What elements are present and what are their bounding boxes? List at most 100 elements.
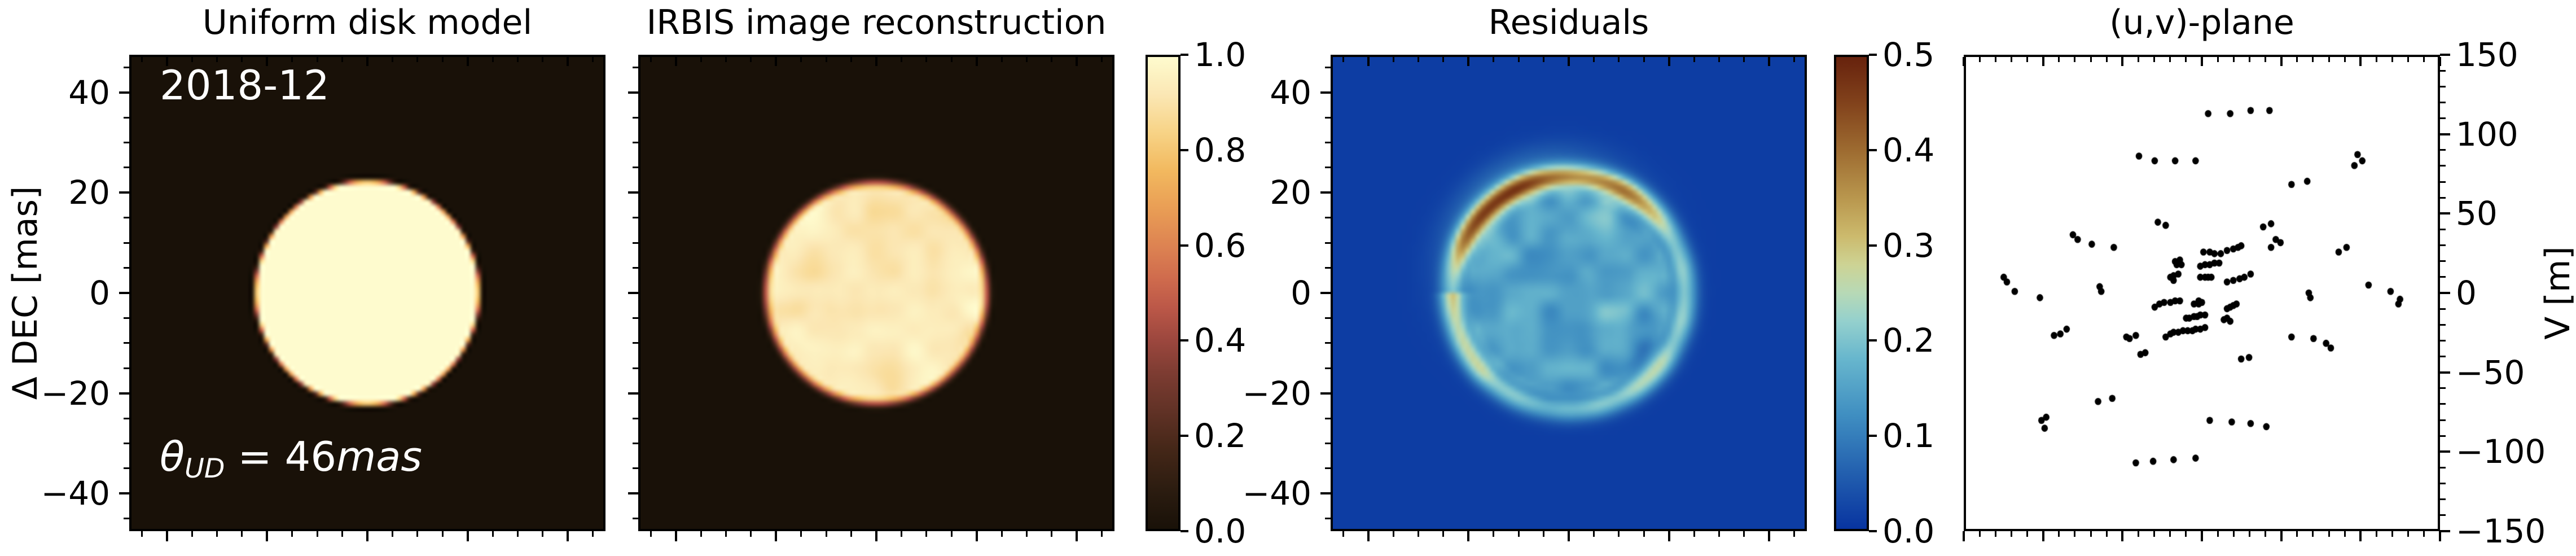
axis-tick	[1643, 57, 1645, 62]
theta-subscript: UD	[185, 453, 225, 484]
axis-tick	[2440, 450, 2450, 453]
axis-tick	[291, 57, 293, 62]
axis-tick	[775, 57, 778, 66]
axis-tick	[2440, 54, 2450, 56]
axis-tick	[2026, 531, 2029, 537]
axis-tick	[2391, 531, 2394, 537]
dec-axis-tick-label: 40	[68, 73, 110, 112]
irbis-reconstruction-heatmap-canvas	[640, 57, 1112, 529]
axis-tick	[1051, 57, 1053, 62]
axis-tick	[2042, 57, 2044, 66]
axis-tick	[2232, 57, 2235, 62]
axis-tick	[124, 467, 129, 470]
colorbar-tick	[1869, 54, 1877, 56]
axis-tick	[517, 531, 519, 537]
theta-ud-annotation: θUD = 46mas	[160, 434, 422, 492]
axis-tick	[1442, 531, 1445, 537]
axis-tick	[542, 57, 544, 62]
axis-tick	[633, 267, 638, 269]
axis-tick	[1320, 392, 1331, 395]
axis-tick	[2407, 531, 2410, 537]
axis-tick	[466, 57, 469, 66]
v-axis-tick-label: 100	[2456, 115, 2518, 154]
axis-tick	[2440, 117, 2446, 120]
colorbar-tick	[1869, 435, 1877, 437]
axis-tick	[567, 57, 569, 66]
panel-title-uniform-disk: Uniform disk model	[202, 3, 533, 42]
axis-tick	[2440, 483, 2446, 485]
colorbar-tick	[1181, 148, 1188, 151]
axis-tick	[1618, 531, 1620, 537]
axis-tick	[1493, 57, 1495, 62]
axis-tick	[2440, 403, 2446, 405]
axis-tick	[628, 292, 638, 294]
axis-tick	[1325, 217, 1331, 219]
uniform-disk-heatmap-canvas	[131, 57, 603, 529]
axis-tick	[2121, 57, 2124, 66]
axis-tick	[900, 531, 902, 537]
axis-tick	[2440, 69, 2446, 72]
axis-tick	[1718, 531, 1721, 537]
axis-tick	[2105, 57, 2108, 62]
axis-tick	[2296, 57, 2298, 62]
v-axis-tick-label: 50	[2456, 194, 2498, 233]
axis-tick	[124, 267, 129, 269]
axis-tick	[1493, 531, 1495, 537]
axis-tick	[674, 531, 677, 541]
axis-tick	[1793, 57, 1796, 62]
axis-tick	[750, 57, 752, 62]
axis-tick	[633, 317, 638, 319]
axis-tick	[2217, 57, 2219, 62]
theta-unit: mas	[336, 433, 422, 480]
axis-tick	[567, 531, 569, 541]
axis-tick	[1568, 57, 1570, 66]
axis-tick	[1051, 531, 1053, 537]
axis-tick	[850, 57, 853, 62]
axis-tick	[1367, 531, 1370, 541]
colorbar-tick	[1181, 530, 1188, 532]
axis-tick	[1963, 531, 1965, 541]
axis-tick	[119, 191, 129, 194]
axis-tick	[2248, 531, 2250, 537]
axis-tick	[416, 57, 419, 62]
axis-tick	[2423, 57, 2425, 62]
axis-tick	[2440, 387, 2446, 389]
axis-tick	[291, 531, 293, 537]
axis-tick	[1768, 531, 1771, 541]
axis-tick	[2265, 57, 2267, 62]
axis-tick	[633, 167, 638, 169]
axis-tick	[1618, 57, 1620, 62]
axis-tick	[592, 531, 594, 537]
axis-tick	[2010, 531, 2012, 537]
axis-tick	[2296, 531, 2298, 537]
v-axis-tick-label: −100	[2456, 432, 2546, 471]
axis-tick	[2440, 165, 2446, 167]
axis-tick	[875, 57, 877, 66]
axis-tick	[2328, 531, 2330, 537]
axis-tick	[124, 518, 129, 520]
axis-tick	[124, 141, 129, 143]
axis-tick	[1325, 116, 1331, 119]
axis-tick	[2328, 57, 2330, 62]
axis-tick	[216, 57, 218, 62]
axis-tick	[2440, 196, 2446, 199]
colorbar-tick-label: 0.0	[1194, 512, 1247, 550]
axis-tick	[1000, 57, 1003, 62]
axis-tick	[650, 57, 652, 62]
panel-title-irbis-reconstruction: IRBIS image reconstruction	[646, 3, 1107, 42]
axis-tick	[1978, 531, 1981, 537]
axis-tick	[674, 57, 677, 66]
axis-tick	[191, 57, 193, 62]
axis-tick	[1026, 57, 1028, 62]
axis-tick	[124, 367, 129, 369]
axis-tick	[119, 392, 129, 395]
axis-tick	[124, 217, 129, 219]
theta-symbol: θ	[160, 433, 185, 480]
axis-tick	[633, 342, 638, 344]
axis-tick	[2265, 531, 2267, 537]
panel-uniform-disk-model: 2018-12 θUD = 46mas	[129, 55, 605, 531]
axis-tick	[1325, 518, 1331, 520]
axis-tick	[1320, 91, 1331, 94]
axis-tick	[2153, 531, 2156, 537]
